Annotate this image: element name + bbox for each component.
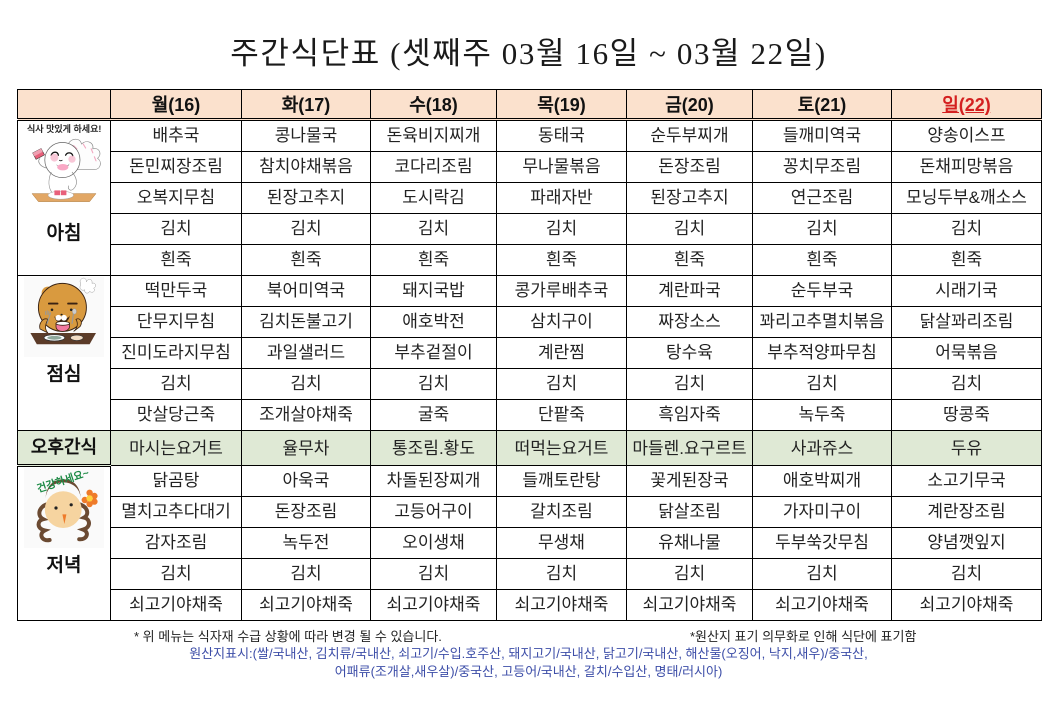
svg-text:건강하세요~: 건강하세요~ (35, 468, 90, 495)
